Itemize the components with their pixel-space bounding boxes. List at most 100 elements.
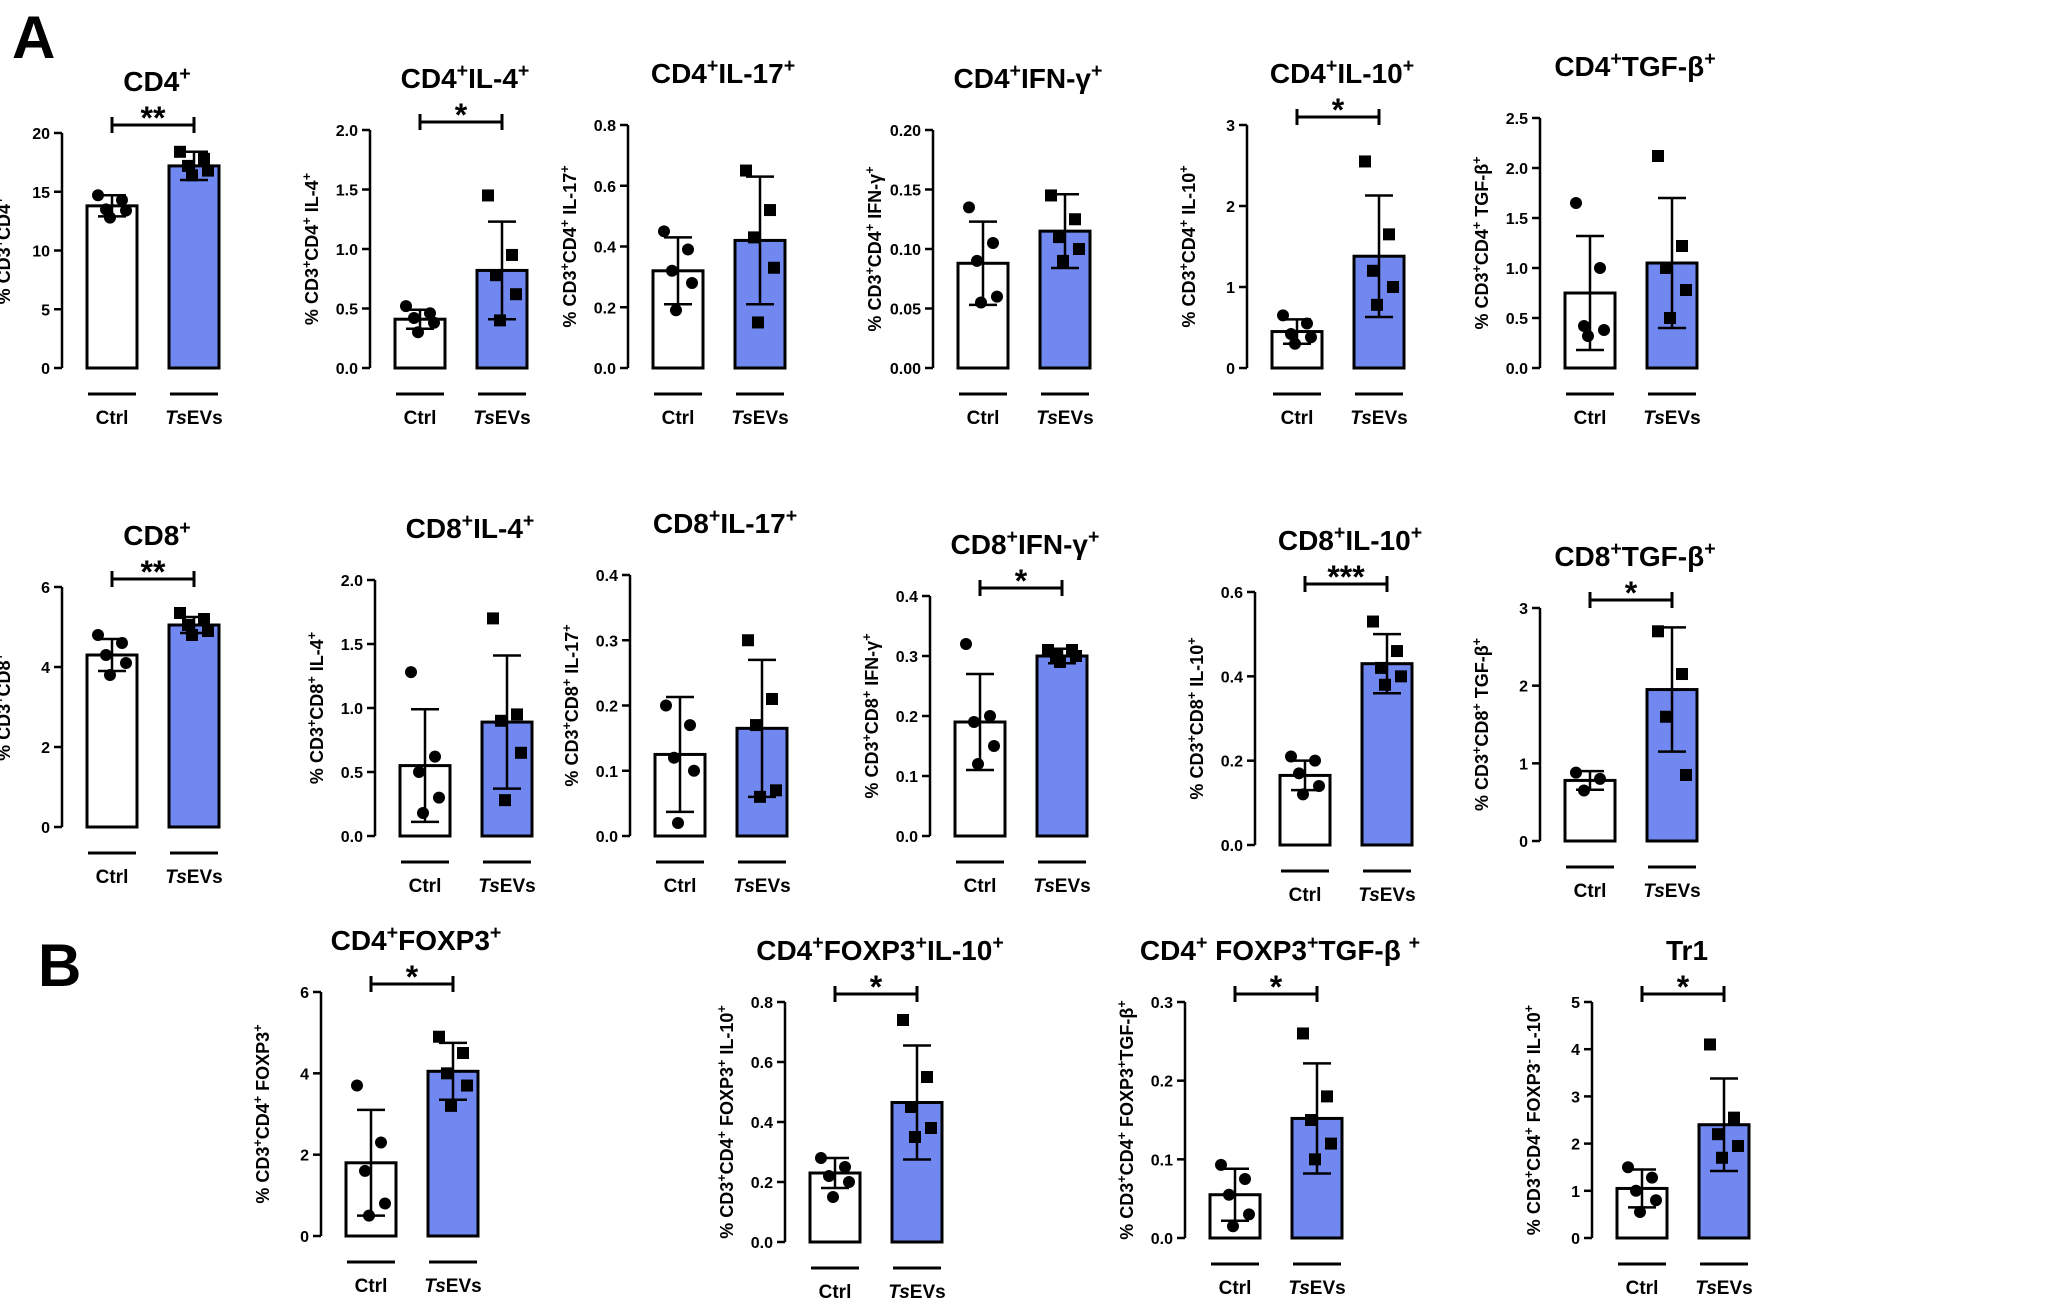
- chart-title: CD4+IL-10+: [1270, 55, 1414, 89]
- y-axis-label: % CD3+CD8+ IL-17+: [560, 624, 582, 786]
- data-point-tsevs: [1359, 155, 1371, 168]
- y-tick-label: 0.1: [896, 769, 918, 786]
- data-point-ctrl: [1570, 766, 1582, 779]
- data-point-tsevs: [1395, 670, 1407, 683]
- x-tick-label: TsEVs: [473, 408, 530, 429]
- data-point-ctrl: [120, 657, 132, 669]
- y-tick-label: 0.3: [896, 649, 918, 666]
- y-tick-label: 2.5: [1506, 111, 1528, 128]
- x-tick-label: TsEVs: [1695, 1278, 1752, 1299]
- y-tick-label: 0.0: [341, 829, 363, 846]
- chart-title: CD8+IL-17+: [653, 505, 797, 539]
- y-axis-label: % CD3+CD4+ IFN-γ+: [863, 166, 885, 331]
- significance-label: *: [1677, 969, 1690, 1005]
- x-tick-label: Ctrl: [1219, 1278, 1252, 1299]
- y-tick-label: 0.5: [341, 765, 363, 782]
- y-tick-label: 4: [300, 1066, 309, 1083]
- data-point-ctrl: [972, 758, 984, 770]
- chart-title: CD4+FOXP3+IL-10+: [756, 932, 1004, 966]
- data-point-tsevs: [186, 169, 198, 182]
- data-point-tsevs: [1732, 1139, 1744, 1152]
- data-point-tsevs: [1680, 284, 1692, 296]
- data-point-ctrl: [688, 764, 700, 777]
- y-tick-label: 5: [1571, 995, 1580, 1012]
- data-point-tsevs: [457, 1047, 469, 1059]
- data-point-tsevs: [754, 790, 766, 803]
- y-tick-label: 0.6: [1221, 585, 1243, 602]
- chart-6: CD4+TGF-β+ % CD3+CD4+ TGF-β+ 0.0 0.5 1.0 1.5 2…: [1470, 48, 1716, 429]
- y-tick-label: 0.3: [1151, 995, 1173, 1012]
- y-tick-label: 1.5: [1506, 211, 1528, 228]
- data-point-ctrl: [375, 1136, 387, 1149]
- data-point-ctrl: [1594, 772, 1606, 785]
- data-point-tsevs: [174, 607, 186, 619]
- data-point-ctrl: [672, 816, 684, 829]
- panel-label-a: A: [12, 4, 55, 71]
- data-point-tsevs: [1652, 625, 1664, 638]
- data-point-ctrl: [100, 649, 112, 661]
- bar-ctrl: [85, 653, 139, 829]
- data-point-tsevs: [433, 1030, 445, 1043]
- y-tick-label: 20: [32, 126, 50, 143]
- data-point-ctrl: [1622, 1161, 1634, 1174]
- y-tick-label: 0: [41, 361, 50, 378]
- y-tick-label: 2: [41, 740, 50, 757]
- data-point-tsevs: [1387, 281, 1399, 293]
- x-tick-label: TsEVs: [165, 867, 222, 888]
- y-tick-label: 4: [41, 660, 50, 677]
- data-point-ctrl: [1289, 337, 1301, 350]
- data-point-tsevs: [1728, 1111, 1740, 1124]
- data-point-tsevs: [1297, 1027, 1309, 1040]
- y-tick-label: 0.4: [751, 1115, 773, 1132]
- bar-tsevs: [1035, 654, 1089, 838]
- data-point-ctrl: [92, 629, 104, 641]
- y-tick-label: 0.0: [336, 361, 358, 378]
- data-point-tsevs: [1367, 264, 1379, 277]
- data-point-ctrl: [1293, 767, 1305, 780]
- y-axis-label: % CD3+CD8+ TGF-β+: [1470, 638, 1492, 811]
- data-point-ctrl: [1285, 750, 1297, 763]
- bar-tsevs: [167, 623, 221, 829]
- x-tick-label: Ctrl: [96, 867, 129, 888]
- significance-label: *: [870, 969, 883, 1005]
- data-point-tsevs: [1676, 240, 1688, 252]
- data-point-tsevs: [1660, 262, 1672, 274]
- y-tick-label: 0.2: [1221, 754, 1243, 771]
- data-point-ctrl: [668, 751, 680, 764]
- chart-11: CD8+IL-10+ % CD3+CD8+ IL-10+ 0.0 0.2 0.4 0.6 C…: [1185, 522, 1422, 906]
- y-axis-label: % CD3+CD4+ FOXP3+TGF-β+: [1115, 1000, 1137, 1239]
- chart-title: CD4+TGF-β+: [1554, 48, 1715, 82]
- data-point-tsevs: [1367, 615, 1379, 628]
- y-tick-label: 3: [1519, 601, 1528, 618]
- chart-title: CD8+: [123, 517, 190, 551]
- data-point-tsevs: [1070, 650, 1082, 662]
- data-point-ctrl: [120, 204, 132, 217]
- y-tick-label: 1.5: [341, 637, 363, 654]
- x-tick-label: Ctrl: [404, 408, 437, 429]
- significance-label: *: [1332, 92, 1345, 128]
- y-tick-label: 10: [32, 244, 50, 261]
- data-point-ctrl: [660, 699, 672, 712]
- y-tick-label: 0.4: [1221, 669, 1243, 686]
- x-tick-label: Ctrl: [96, 408, 129, 429]
- chart-title: CD8+TGF-β+: [1554, 538, 1715, 572]
- chart-15: CD4+ FOXP3+TGF-β + % CD3+CD4+ FOXP3+TGF-β…: [1115, 932, 1420, 1299]
- x-tick-label: TsEVs: [733, 876, 790, 897]
- y-tick-label: 0.2: [594, 300, 616, 317]
- data-point-ctrl: [991, 290, 1003, 303]
- data-point-tsevs: [494, 314, 506, 327]
- x-tick-label: TsEVs: [1643, 408, 1700, 429]
- data-point-tsevs: [1054, 656, 1066, 668]
- data-point-tsevs: [1371, 298, 1383, 311]
- y-tick-label: 2.0: [1506, 161, 1528, 178]
- data-point-tsevs: [445, 1099, 457, 1112]
- x-tick-label: TsEVs: [1288, 1278, 1345, 1299]
- data-point-ctrl: [658, 225, 670, 238]
- significance-label: *: [455, 97, 468, 133]
- data-point-ctrl: [1285, 327, 1297, 340]
- data-point-tsevs: [515, 746, 527, 759]
- y-tick-label: 0.0: [1151, 1231, 1173, 1248]
- y-tick-label: 5: [41, 302, 50, 319]
- data-point-tsevs: [499, 794, 511, 807]
- data-point-tsevs: [921, 1071, 933, 1083]
